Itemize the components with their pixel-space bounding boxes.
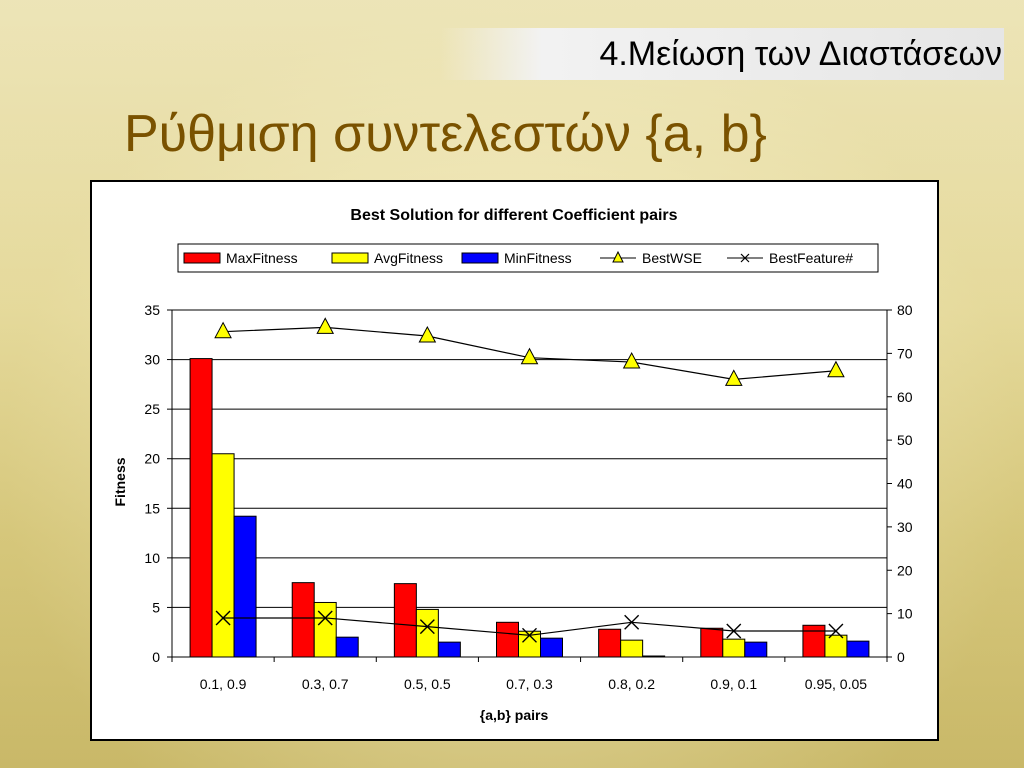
- x-tick-label: 0.8, 0.2: [608, 676, 655, 692]
- legend-swatch: [183, 252, 221, 264]
- bar-avgfitness: [415, 608, 439, 658]
- bar-maxfitness: [291, 582, 315, 658]
- y2-tick-label: 20: [897, 562, 913, 578]
- section-title: 4.Μείωση των Διαστάσεων: [599, 35, 1002, 73]
- marker-bestwse: [214, 321, 232, 339]
- plot-area: 0 5 10 15 20 25 30 35 0 10 20 30 40 50 60 70 80 0.1, 0.9 0…: [144, 302, 912, 692]
- bar-maxfitness: [393, 583, 417, 658]
- legend-label: AvgFitness: [374, 250, 443, 266]
- marker-bestwse: [622, 351, 641, 369]
- bar-maxfitness: [189, 358, 213, 658]
- legend-label: BestWSE: [642, 250, 702, 266]
- marker-bestwse: [418, 325, 437, 343]
- bar-minfitness: [642, 655, 666, 658]
- bar-avgfitness: [620, 639, 644, 658]
- bar-maxfitness: [598, 628, 622, 658]
- legend-label: MinFitness: [504, 250, 572, 266]
- x-tick-label: 0.3, 0.7: [302, 676, 349, 692]
- bar-minfitness: [233, 515, 257, 658]
- marker-bestfeature: [522, 627, 537, 643]
- y-tick-label: 15: [144, 500, 160, 516]
- chart-svg: Best Solution for different Coefficient …: [112, 207, 913, 723]
- x-tick-label: 0.95, 0.05: [805, 676, 867, 692]
- legend-label: MaxFitness: [226, 250, 298, 266]
- y-tick-label: 10: [144, 550, 160, 566]
- bar-avgfitness: [211, 453, 235, 658]
- chart-frame: Best Solution for different Coefficient …: [90, 180, 939, 741]
- legend-swatch: [461, 252, 499, 264]
- marker-bestfeature: [317, 610, 333, 626]
- y-tick-label: 35: [144, 302, 160, 318]
- bar-minfitness: [437, 641, 461, 658]
- marker-bestfeature: [419, 619, 435, 635]
- bar-maxfitness: [496, 621, 519, 658]
- y2-tick-label: 50: [897, 432, 913, 448]
- x-tick-label: 0.7, 0.3: [506, 676, 553, 692]
- bar-avgfitness: [824, 634, 848, 658]
- legend-marker: [740, 253, 750, 263]
- y2-tick-label: 0: [897, 649, 905, 665]
- chart-legend: MaxFitness AvgFitness MinFitness BestWSE Bes…: [177, 243, 879, 273]
- y2-tick-label: 30: [897, 519, 913, 535]
- y2-tick-label: 10: [897, 606, 913, 622]
- marker-bestfeature: [215, 610, 231, 626]
- legend-label: BestFeature#: [769, 250, 853, 266]
- y-axis-label: Fitness: [112, 457, 128, 506]
- marker-bestwse: [520, 347, 539, 365]
- y-tick-label: 20: [144, 451, 160, 467]
- y2-tick-label: 40: [897, 476, 913, 492]
- marker-bestfeature: [828, 623, 844, 639]
- y-tick-label: 25: [144, 401, 160, 417]
- y-tick-label: 5: [152, 599, 160, 615]
- slide-title: Ρύθμιση συντελεστών {a, b}: [124, 105, 767, 163]
- bar-avgfitness: [313, 601, 337, 658]
- bar-maxfitness: [802, 624, 826, 658]
- y2-tick-label: 80: [897, 302, 913, 318]
- x-axis-label: {a,b} pairs: [480, 707, 549, 723]
- chart-title: Best Solution for different Coefficient …: [350, 207, 677, 224]
- bar-minfitness: [335, 636, 359, 658]
- bar-minfitness: [540, 637, 563, 658]
- marker-bestwse: [827, 360, 845, 378]
- x-tick-label: 0.1, 0.9: [200, 676, 247, 692]
- marker-bestwse: [316, 317, 335, 334]
- bar-minfitness: [846, 640, 870, 658]
- y-tick-label: 30: [144, 352, 160, 368]
- legend-marker: [612, 250, 624, 263]
- section-title-bar: [440, 28, 1004, 80]
- y-tick-label: 0: [152, 649, 160, 665]
- bar-avgfitness: [722, 638, 746, 658]
- marker-bestfeature: [624, 614, 640, 630]
- legend-swatch: [331, 252, 369, 264]
- x-tick-label: 0.5, 0.5: [404, 676, 451, 692]
- marker-bestfeature: [726, 623, 742, 639]
- marker-bestwse: [724, 369, 743, 386]
- bar-maxfitness: [700, 627, 724, 658]
- y2-tick-label: 70: [897, 345, 913, 361]
- y2-tick-label: 60: [897, 389, 913, 405]
- x-tick-label: 0.9, 0.1: [710, 676, 757, 692]
- bar-minfitness: [744, 641, 768, 658]
